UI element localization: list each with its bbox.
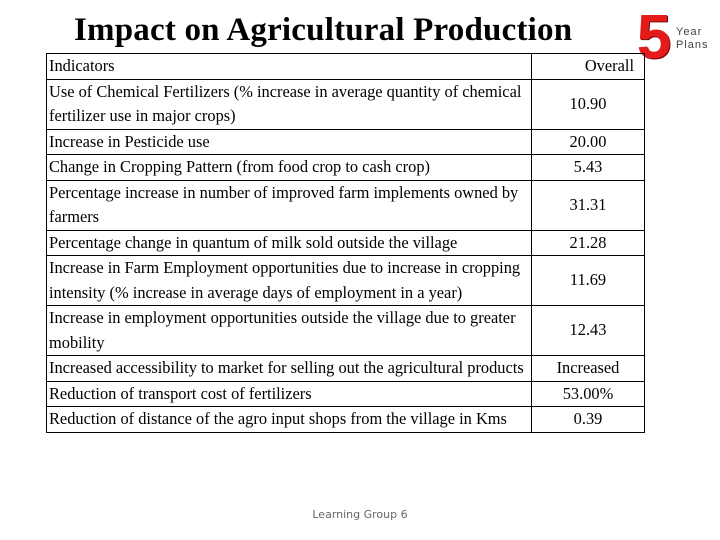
row-indicator: Change in Cropping Pattern (from food cr…	[46, 154, 532, 181]
row-value: 21.28	[531, 229, 645, 256]
row-indicator: Reduction of transport cost of fertilize…	[46, 380, 532, 407]
row-indicator: Percentage increase in number of improve…	[46, 179, 532, 231]
table-row: Use of Chemical Fertilizers (% increase …	[46, 78, 645, 130]
table-row: Percentage increase in number of improve…	[46, 179, 645, 231]
slide-title: Impact on Agricultural Production	[74, 12, 573, 48]
logo-line-2: Plans	[676, 39, 709, 51]
row-indicator: Increased accessibility to market for se…	[46, 355, 532, 382]
table-row: Percentage change in quantum of milk sol…	[46, 229, 645, 256]
row-value: 10.90	[531, 78, 645, 130]
impact-table: Indicators Overall Use of Chemical Ferti…	[46, 53, 645, 433]
row-indicator: Increase in Pesticide use	[46, 128, 532, 155]
header-overall: Overall	[531, 53, 645, 80]
row-value: 31.31	[531, 179, 645, 231]
logo-words: Year Plans	[676, 26, 709, 52]
row-value: 53.00%	[531, 380, 645, 407]
row-value: Increased	[531, 355, 645, 382]
row-indicator: Use of Chemical Fertilizers (% increase …	[46, 78, 532, 130]
row-value: 20.00	[531, 128, 645, 155]
table-row: Increased accessibility to market for se…	[46, 355, 645, 382]
row-indicator: Reduction of distance of the agro input …	[46, 406, 532, 433]
row-indicator: Increase in Farm Employment opportunitie…	[46, 255, 532, 306]
row-value: 0.39	[531, 406, 645, 433]
logo-line-1: Year	[676, 26, 703, 38]
table-row: Increase in Farm Employment opportunitie…	[46, 255, 645, 306]
row-indicator: Increase in employment opportunities out…	[46, 305, 532, 356]
row-value: 12.43	[531, 305, 645, 356]
table-row: Increase in employment opportunities out…	[46, 305, 645, 356]
table-header-row: Indicators Overall	[46, 53, 645, 80]
slide-footer: Learning Group 6	[312, 508, 408, 521]
row-value: 5.43	[531, 154, 645, 181]
table-row: Increase in Pesticide use 20.00	[46, 128, 645, 155]
header-indicators: Indicators	[46, 53, 532, 80]
table-row: Change in Cropping Pattern (from food cr…	[46, 154, 645, 181]
table-row: Reduction of distance of the agro input …	[46, 406, 645, 433]
row-value: 11.69	[531, 255, 645, 306]
table-row: Reduction of transport cost of fertilize…	[46, 380, 645, 407]
row-indicator: Percentage change in quantum of milk sol…	[46, 229, 532, 256]
